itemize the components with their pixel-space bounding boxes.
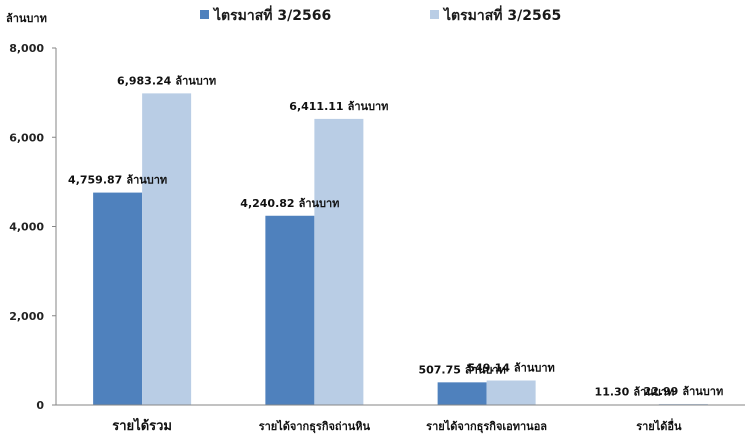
bar xyxy=(314,118,364,406)
data-label-value: 4,240.82 xyxy=(240,197,294,210)
data-label: 22.99 ล้านบาท xyxy=(644,385,724,398)
data-label-value: 4,759.87 xyxy=(68,174,122,187)
data-label-value: 507.75 xyxy=(418,363,460,376)
x-category-label: รายได้รวม xyxy=(112,417,172,434)
y-axis: 0 2,000 4,000 6,000 8,000 xyxy=(9,42,57,412)
data-label-value: 22.99 xyxy=(644,385,679,398)
y-tick-label: 8,000 xyxy=(9,42,44,55)
data-label-unit: ล้านบาท xyxy=(175,74,216,87)
y-tick-label: 4,000 xyxy=(9,221,44,234)
data-label-unit: ล้านบาท xyxy=(633,385,674,398)
data-label: 11.30 ล้านบาท xyxy=(595,385,675,398)
legend: ไตรมาสที่ 3/2566 ไตรมาสที่ 3/2565 xyxy=(200,5,561,24)
data-label: 507.75 ล้านบาท xyxy=(418,363,505,376)
bar xyxy=(658,403,708,405)
data-label: 6,411.11 ล้านบาท xyxy=(289,100,388,113)
data-label-unit: ล้านบาท xyxy=(465,363,506,376)
x-category-label: รายได้อื่น xyxy=(636,418,682,433)
x-axis: รายได้รวม รายได้จากธุรกิจถ่านหิน รายได้จาก… xyxy=(56,404,745,434)
data-label-unit: ล้านบาท xyxy=(126,174,167,187)
y-tick-label: 0 xyxy=(36,399,44,412)
data-label: 6,983.24 ล้านบาท xyxy=(117,74,216,87)
x-category-label: รายได้จากธุรกิจเอทานอล xyxy=(426,419,547,434)
data-label-value: 11.30 xyxy=(595,385,630,398)
legend-label: ไตรมาสที่ 3/2566 xyxy=(212,5,331,24)
x-category-label: รายได้จากธุรกิจถ่านหิน xyxy=(259,419,371,434)
bar xyxy=(93,192,143,405)
data-label-value: 549.14 xyxy=(467,361,510,374)
bar xyxy=(437,382,487,405)
data-label-unit: ล้านบาท xyxy=(514,361,555,374)
y-tick-label: 2,000 xyxy=(9,310,44,323)
data-label-value: 6,411.11 xyxy=(289,100,343,113)
data-label: 4,759.87 ล้านบาท xyxy=(68,174,167,187)
bar xyxy=(142,93,192,405)
bar xyxy=(486,380,536,405)
legend-label: ไตรมาสที่ 3/2565 xyxy=(442,5,561,24)
bars xyxy=(93,93,708,406)
legend-swatch xyxy=(200,10,209,19)
data-label-unit: ล้านบาท xyxy=(348,100,389,113)
data-label: 4,240.82 ล้านบาท xyxy=(240,197,339,210)
y-tick-label: 6,000 xyxy=(9,131,44,144)
legend-swatch xyxy=(430,10,439,19)
bar xyxy=(265,215,315,405)
data-label-unit: ล้านบาท xyxy=(299,197,340,210)
data-label-value: 6,983.24 xyxy=(117,74,172,87)
data-label: 549.14 ล้านบาท xyxy=(467,361,554,374)
data-label-unit: ล้านบาท xyxy=(682,385,723,398)
y-axis-label: ล้านบาท xyxy=(6,12,47,25)
